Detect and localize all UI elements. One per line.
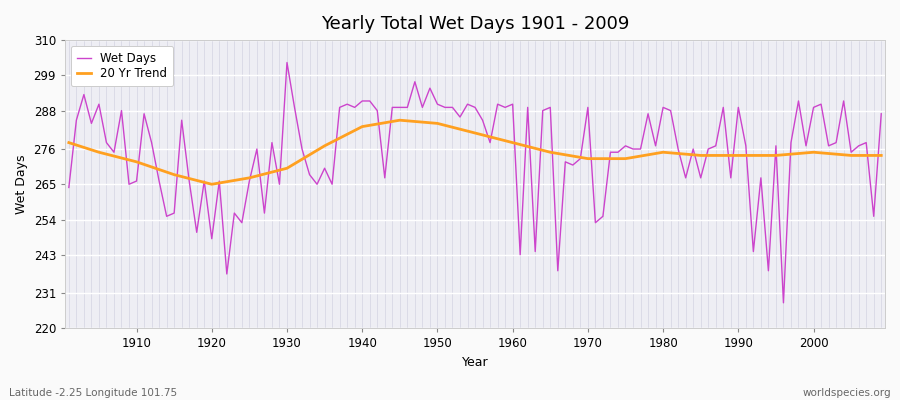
20 Yr Trend [613,156,624,161]
20 Yr Trend [123,158,134,162]
20 Yr Trend [63,140,74,145]
Text: worldspecies.org: worldspecies.org [803,388,891,398]
Line: 20 Yr Trend: 20 Yr Trend [68,120,881,184]
20 Yr Trend [297,157,308,162]
20 Yr Trend [206,182,217,187]
Text: Latitude -2.25 Longitude 101.75: Latitude -2.25 Longitude 101.75 [9,388,177,398]
Wet Days [342,102,353,106]
Wet Days [297,147,308,152]
Wet Days [515,252,526,257]
20 Yr Trend [342,132,353,137]
Wet Days [282,60,292,65]
Wet Days [508,102,518,106]
Wet Days [778,300,789,305]
20 Yr Trend [876,153,886,158]
Y-axis label: Wet Days: Wet Days [15,154,28,214]
20 Yr Trend [394,118,405,122]
Title: Yearly Total Wet Days 1901 - 2009: Yearly Total Wet Days 1901 - 2009 [321,15,629,33]
Wet Days [876,111,886,116]
X-axis label: Year: Year [462,356,489,369]
Wet Days [123,182,134,187]
Line: Wet Days: Wet Days [68,62,881,303]
Legend: Wet Days, 20 Yr Trend: Wet Days, 20 Yr Trend [71,46,174,86]
Wet Days [605,150,616,155]
20 Yr Trend [522,144,533,149]
20 Yr Trend [515,142,526,147]
Wet Days [63,185,74,190]
